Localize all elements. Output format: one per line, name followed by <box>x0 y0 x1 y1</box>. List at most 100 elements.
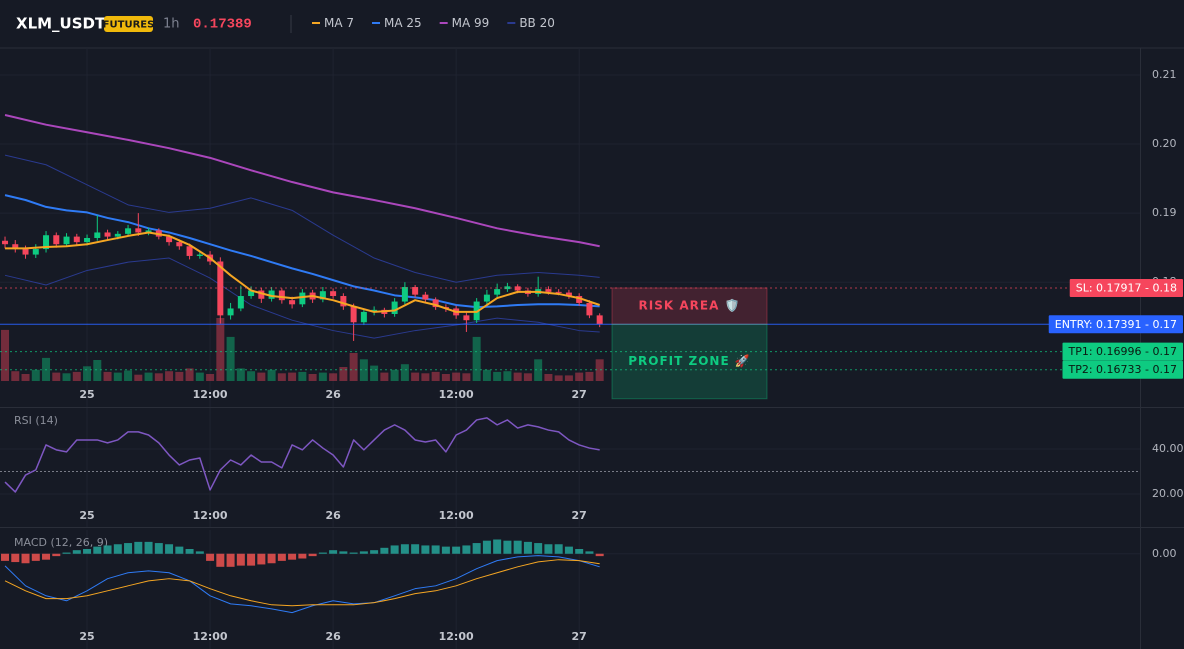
candle-body <box>32 249 39 255</box>
volume-bar <box>575 372 584 381</box>
candle-body <box>94 232 101 238</box>
macd-histogram-bar <box>134 541 143 554</box>
candle-body <box>84 237 91 243</box>
x-tick-label: 27 <box>572 509 587 522</box>
macd-histogram-bar <box>390 545 399 554</box>
candle-body <box>340 296 347 307</box>
macd-histogram-bar <box>503 540 512 554</box>
macd-histogram-bar <box>370 550 379 554</box>
candle-body <box>43 235 50 250</box>
level-tag-text: ENTRY: 0.17391 - 0.17 <box>1055 318 1177 331</box>
x-tick-label: 25 <box>79 509 94 522</box>
candle-body <box>12 244 19 250</box>
candle-body <box>53 235 60 245</box>
level-tag-text: TP1: 0.16996 - 0.17 <box>1068 345 1178 358</box>
candle-body <box>596 315 603 325</box>
macd-histogram-bar <box>31 553 40 561</box>
market-badge <box>104 16 153 32</box>
interval[interactable]: 1h <box>163 17 180 32</box>
candle-body <box>422 294 429 300</box>
candle-body <box>319 291 326 300</box>
volume-bar <box>493 371 502 381</box>
macd-histogram-bar <box>329 550 338 554</box>
volume-bar <box>236 368 245 381</box>
macd-histogram-bar <box>513 540 522 554</box>
x-tick-label: 26 <box>325 509 341 522</box>
macd-histogram-bar <box>83 549 92 554</box>
volume-bar <box>247 371 256 381</box>
candle-body <box>22 249 29 255</box>
x-tick-label: 12:00 <box>193 630 228 643</box>
candle-body <box>258 290 265 299</box>
volume-bar <box>267 369 276 381</box>
legend-label: MA 99 <box>452 16 490 30</box>
candle-body <box>114 233 121 237</box>
macd-histogram-bar <box>62 552 71 554</box>
y-tick-label: 0.20 <box>1152 137 1177 150</box>
candle-body <box>289 300 296 305</box>
symbol[interactable]: XLM_USDT <box>16 15 106 33</box>
y-tick-label: 0.19 <box>1152 206 1177 219</box>
candle-body <box>391 301 398 314</box>
level-tag <box>1069 278 1183 297</box>
macd-histogram-bar <box>534 543 543 554</box>
bb-upper <box>4 154 600 283</box>
candle-body <box>504 286 511 290</box>
volume-bar <box>452 372 461 381</box>
last-price: 0.17389 <box>193 17 252 33</box>
volume-bar <box>462 373 471 381</box>
y-tick-label: 40.00 <box>1152 442 1184 455</box>
moving-average <box>5 231 600 313</box>
volume-bar <box>329 373 338 381</box>
x-tick-label: 25 <box>79 388 94 401</box>
volume-bar <box>554 375 563 381</box>
volume-bar <box>349 353 358 381</box>
macd-histogram-bar <box>595 553 604 557</box>
bb-lower <box>4 257 600 339</box>
macd-histogram-bar <box>236 553 245 566</box>
volume-bar <box>482 369 491 381</box>
volume-bar <box>441 374 450 381</box>
level-tag-text: SL: 0.17917 - 0.18 <box>1076 281 1177 294</box>
volume-bar <box>277 373 286 381</box>
market-badge-text: FUTURES <box>103 20 155 31</box>
level-tag <box>1048 315 1183 334</box>
legend-label: BB 20 <box>519 16 555 30</box>
macd-histogram-bar <box>144 541 153 554</box>
volume-bar <box>11 371 20 381</box>
macd-histogram-bar <box>318 552 327 554</box>
rsi-line <box>4 417 600 493</box>
legend-label: MA 25 <box>384 16 422 30</box>
macd-histogram-bar <box>359 551 368 554</box>
candle-body <box>545 289 552 292</box>
volume-bar <box>308 374 317 381</box>
macd-histogram-bar <box>298 553 307 559</box>
x-tick-label: 12:00 <box>439 630 474 643</box>
volume-bar <box>298 371 307 381</box>
volume-bar <box>154 373 163 381</box>
macd-histogram-bar <box>544 544 553 554</box>
volume-bar <box>411 372 420 381</box>
macd-histogram-bar <box>575 549 584 554</box>
candle-body <box>412 287 419 295</box>
volume-bar <box>185 368 194 381</box>
volume-bar <box>206 374 215 381</box>
candle-body <box>237 296 244 309</box>
volume-bar <box>421 373 430 381</box>
macd-histogram-bar <box>1 553 10 561</box>
volume-bar <box>62 373 71 381</box>
macd-histogram-bar <box>42 553 51 560</box>
volume-bar <box>103 371 112 381</box>
macd-histogram-bar <box>175 546 184 554</box>
macd-histogram-bar <box>308 553 317 557</box>
candle-body <box>196 254 203 256</box>
macd-histogram-bar <box>472 543 481 554</box>
macd-histogram-bar <box>431 545 440 554</box>
candle-body <box>176 242 183 247</box>
candle-body <box>330 291 337 297</box>
candle-body <box>555 291 562 293</box>
macd-histogram-bar <box>72 550 81 554</box>
macd-histogram-bar <box>267 553 276 564</box>
